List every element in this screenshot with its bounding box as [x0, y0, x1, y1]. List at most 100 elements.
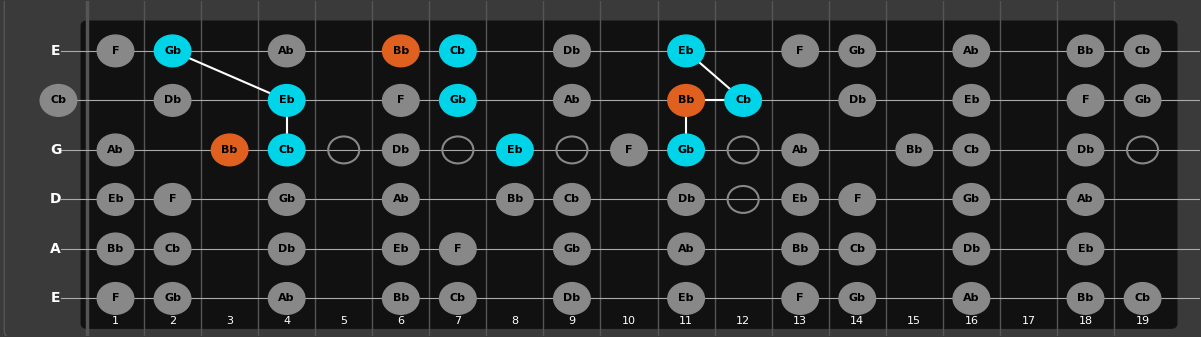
Circle shape — [383, 283, 419, 314]
Text: 5: 5 — [340, 316, 347, 326]
Circle shape — [268, 85, 305, 116]
Circle shape — [954, 233, 990, 265]
Text: F: F — [169, 194, 177, 205]
Text: Gb: Gb — [449, 95, 466, 105]
Circle shape — [97, 35, 133, 67]
Text: Cb: Cb — [450, 294, 466, 304]
Text: 14: 14 — [850, 316, 865, 326]
Text: G: G — [50, 143, 61, 157]
Text: Db: Db — [849, 95, 866, 105]
Text: Gb: Gb — [849, 46, 866, 56]
FancyBboxPatch shape — [82, 21, 1177, 328]
Circle shape — [954, 184, 990, 215]
Text: 16: 16 — [964, 316, 979, 326]
Circle shape — [554, 233, 590, 265]
Text: Gb: Gb — [165, 46, 181, 56]
Circle shape — [1068, 85, 1104, 116]
Text: 2: 2 — [169, 316, 177, 326]
Text: Ab: Ab — [963, 46, 980, 56]
Circle shape — [554, 35, 590, 67]
Text: Gb: Gb — [963, 194, 980, 205]
Text: Ab: Ab — [279, 294, 295, 304]
Text: 11: 11 — [679, 316, 693, 326]
Circle shape — [154, 283, 191, 314]
Circle shape — [40, 85, 77, 116]
Circle shape — [668, 85, 704, 116]
Text: 19: 19 — [1135, 316, 1149, 326]
Circle shape — [782, 35, 818, 67]
Circle shape — [611, 134, 647, 166]
Text: 1: 1 — [112, 316, 119, 326]
Circle shape — [383, 35, 419, 67]
Circle shape — [554, 85, 590, 116]
Text: Eb: Eb — [679, 46, 694, 56]
Text: Db: Db — [393, 145, 410, 155]
Text: Bb: Bb — [677, 95, 694, 105]
Circle shape — [97, 184, 133, 215]
Circle shape — [668, 283, 704, 314]
Circle shape — [97, 233, 133, 265]
Circle shape — [668, 35, 704, 67]
Circle shape — [839, 233, 876, 265]
Text: Gb: Gb — [677, 145, 694, 155]
Text: Ab: Ab — [107, 145, 124, 155]
Circle shape — [839, 184, 876, 215]
Text: 15: 15 — [907, 316, 921, 326]
Text: Cb: Cb — [450, 46, 466, 56]
Text: Ab: Ab — [279, 46, 295, 56]
Circle shape — [497, 184, 533, 215]
Text: F: F — [112, 46, 119, 56]
Text: Eb: Eb — [507, 145, 522, 155]
Text: Bb: Bb — [107, 244, 124, 254]
Text: F: F — [796, 294, 803, 304]
Circle shape — [782, 184, 818, 215]
Circle shape — [896, 134, 933, 166]
Text: 13: 13 — [793, 316, 807, 326]
Text: Bb: Bb — [793, 244, 808, 254]
Text: Db: Db — [1077, 145, 1094, 155]
Text: A: A — [50, 242, 61, 256]
Text: F: F — [854, 194, 861, 205]
Circle shape — [554, 283, 590, 314]
Text: Gb: Gb — [563, 244, 580, 254]
Text: 10: 10 — [622, 316, 637, 326]
Circle shape — [954, 283, 990, 314]
Circle shape — [782, 233, 818, 265]
Text: Eb: Eb — [793, 194, 808, 205]
Text: Eb: Eb — [963, 95, 979, 105]
Circle shape — [839, 283, 876, 314]
Circle shape — [1068, 134, 1104, 166]
Circle shape — [440, 85, 476, 116]
Circle shape — [268, 134, 305, 166]
Circle shape — [1068, 233, 1104, 265]
Circle shape — [211, 134, 247, 166]
Text: F: F — [454, 244, 461, 254]
Text: 8: 8 — [512, 316, 519, 326]
Text: Cb: Cb — [735, 95, 751, 105]
Text: Db: Db — [165, 95, 181, 105]
Circle shape — [97, 283, 133, 314]
Text: Ab: Ab — [963, 294, 980, 304]
Text: 3: 3 — [226, 316, 233, 326]
Circle shape — [383, 184, 419, 215]
Text: Gb: Gb — [279, 194, 295, 205]
Text: Bb: Bb — [1077, 46, 1094, 56]
Text: Gb: Gb — [1134, 95, 1151, 105]
Circle shape — [782, 134, 818, 166]
Circle shape — [97, 134, 133, 166]
FancyBboxPatch shape — [5, 0, 1201, 337]
Text: Db: Db — [563, 294, 580, 304]
Text: Eb: Eb — [279, 95, 294, 105]
Circle shape — [954, 134, 990, 166]
Text: 6: 6 — [398, 316, 405, 326]
Text: Db: Db — [677, 194, 694, 205]
Text: F: F — [626, 145, 633, 155]
Text: Eb: Eb — [679, 294, 694, 304]
Circle shape — [839, 35, 876, 67]
Text: Bb: Bb — [1077, 294, 1094, 304]
Text: Cb: Cb — [279, 145, 294, 155]
Text: Cb: Cb — [849, 244, 865, 254]
Text: Ab: Ab — [677, 244, 694, 254]
Circle shape — [383, 85, 419, 116]
Text: Ab: Ab — [791, 145, 808, 155]
